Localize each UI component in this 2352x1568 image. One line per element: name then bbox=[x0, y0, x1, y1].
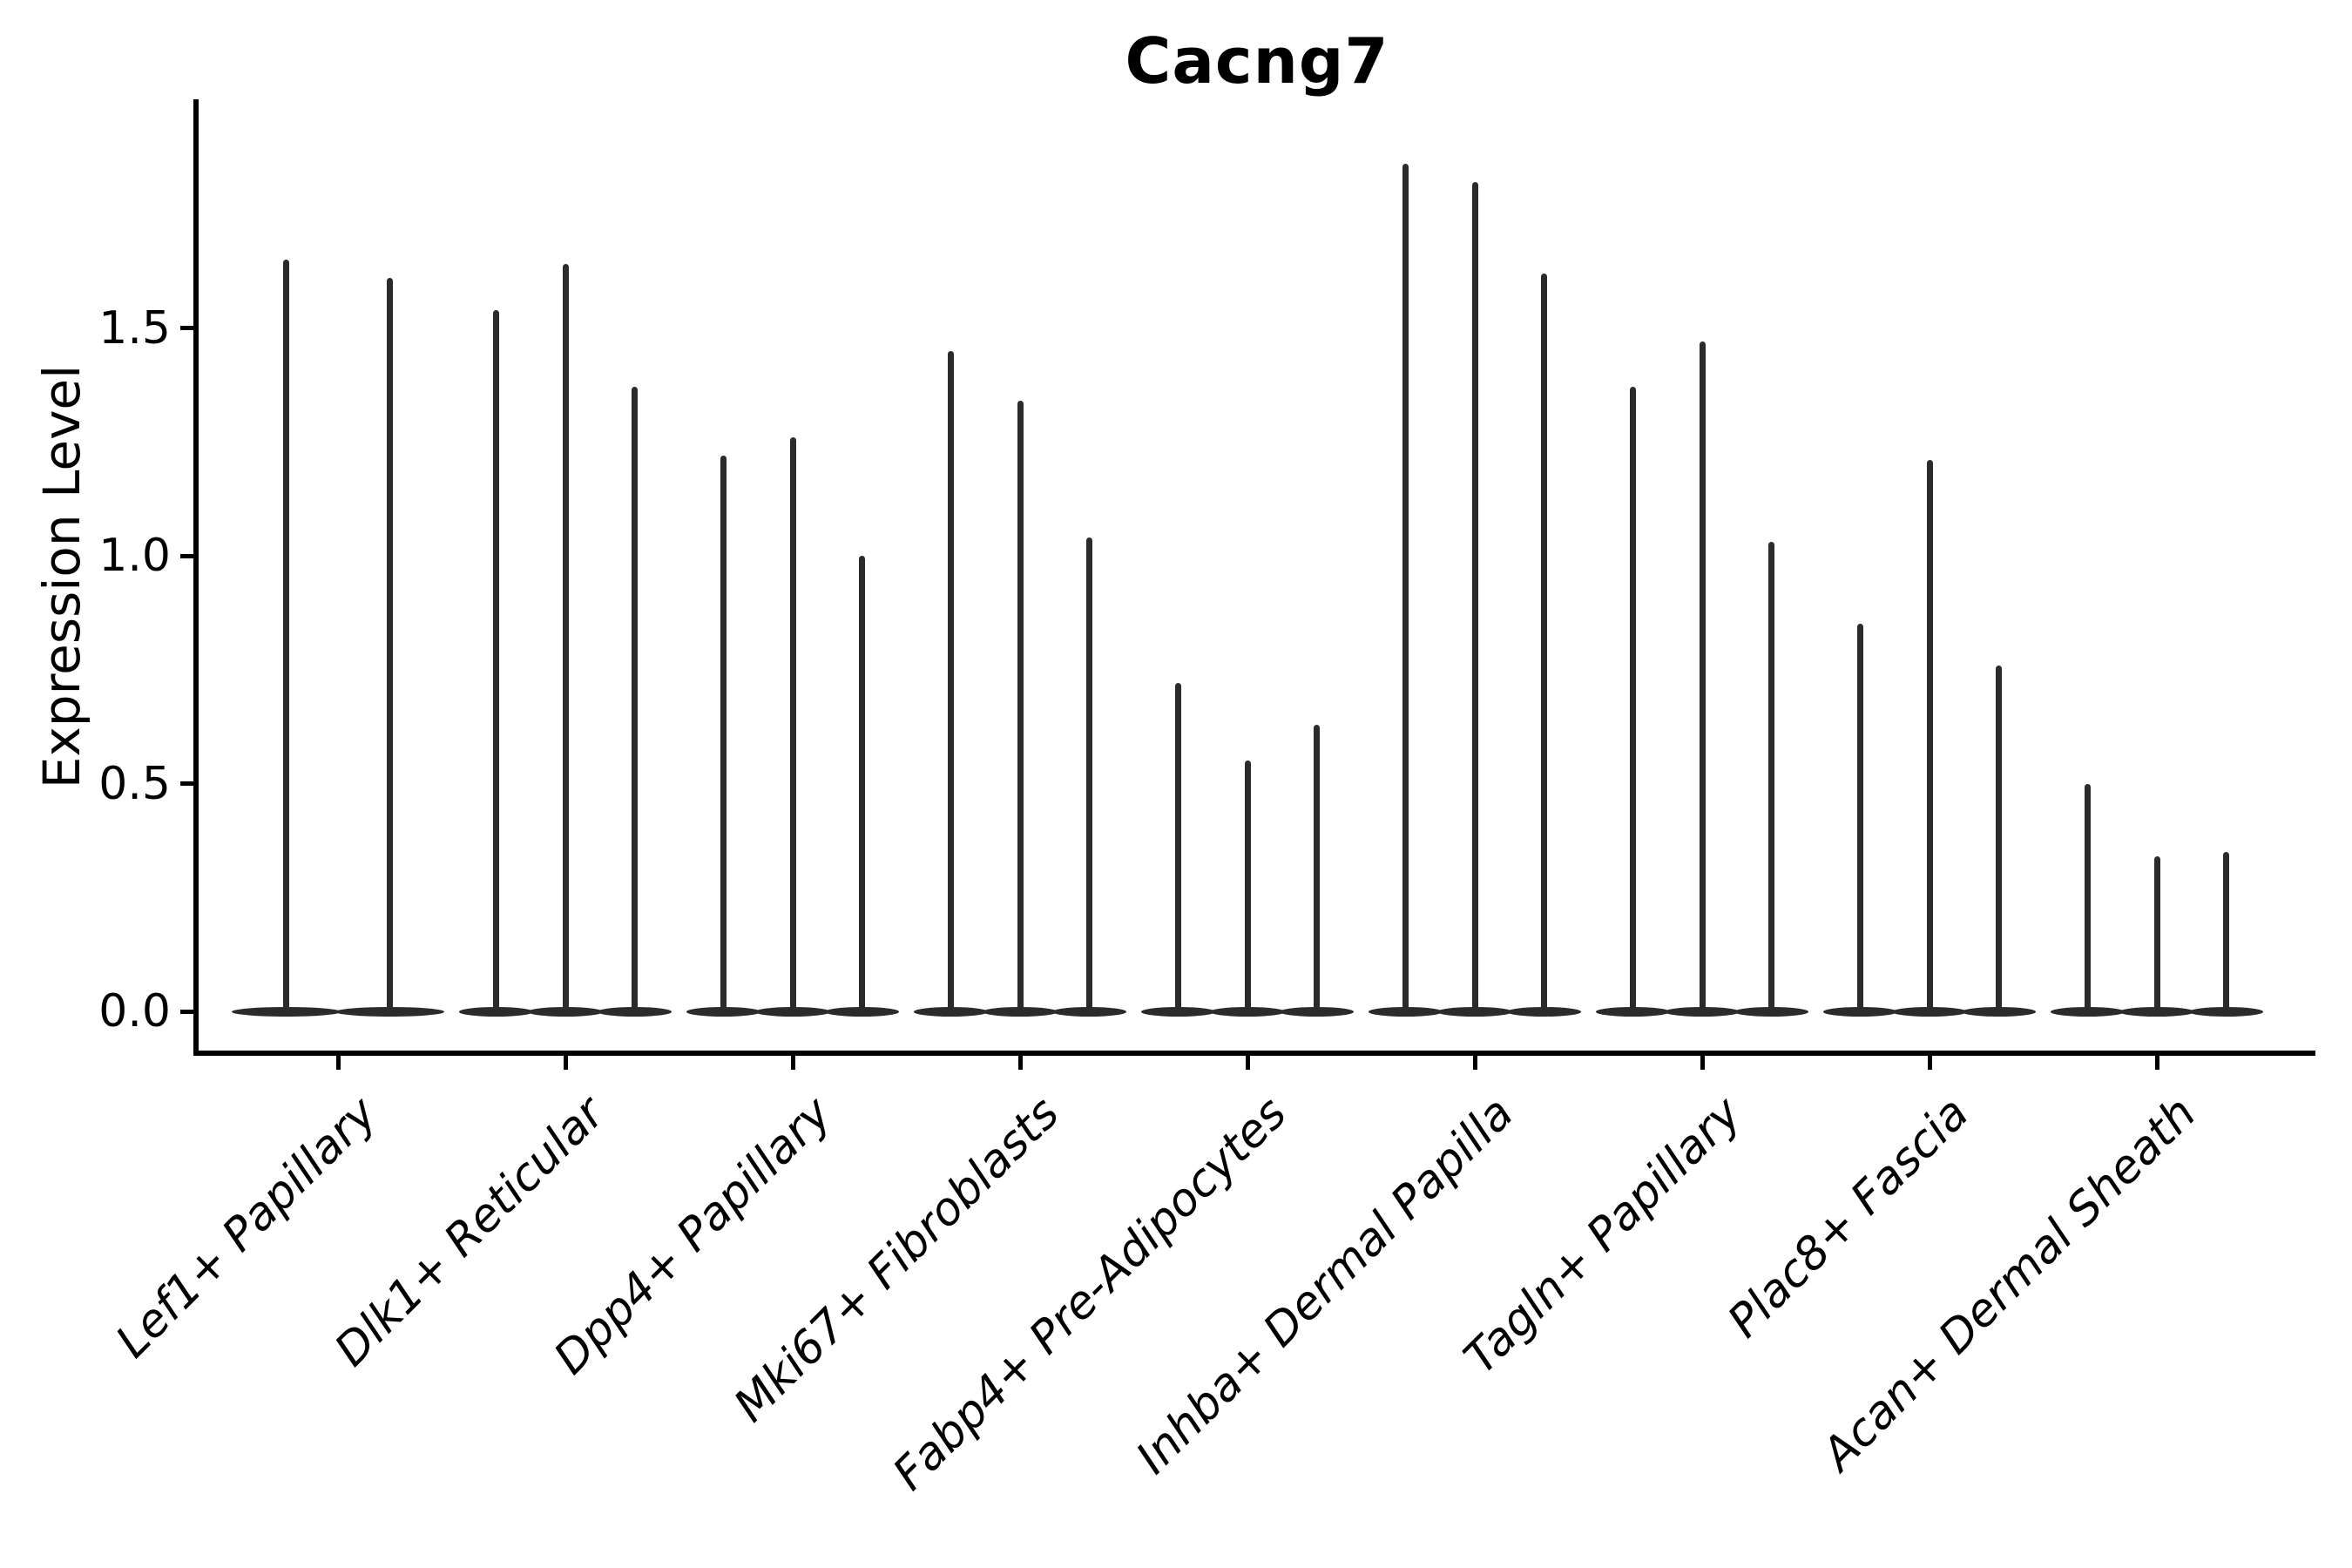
violin-spike bbox=[1767, 542, 1774, 1014]
violin-spike bbox=[789, 437, 796, 1014]
x-tick bbox=[335, 1056, 341, 1070]
violin-spike bbox=[1471, 182, 1478, 1014]
violin-spike bbox=[493, 309, 500, 1014]
chart-title: Cacng7 bbox=[1125, 24, 1389, 98]
x-axis-line bbox=[193, 1051, 2315, 1056]
violin-spike bbox=[1313, 724, 1320, 1014]
y-tick bbox=[180, 781, 197, 786]
x-tick-label: Fabp4+ Pre-Adipocytes bbox=[882, 1087, 1297, 1501]
x-tick-label: Inhba+ Dermal Papilla bbox=[1126, 1087, 1524, 1484]
violin-spike bbox=[1244, 760, 1251, 1014]
y-tick bbox=[180, 326, 197, 330]
violin-spike bbox=[387, 277, 393, 1014]
violin-spike bbox=[1017, 401, 1024, 1014]
violin-spike bbox=[1402, 164, 1409, 1014]
y-tick-label: 0.0 bbox=[98, 985, 171, 1037]
x-tick bbox=[1472, 1056, 1477, 1070]
violin-spike bbox=[1175, 683, 1182, 1014]
violin-spike bbox=[948, 350, 955, 1014]
x-tick bbox=[563, 1056, 568, 1070]
x-tick-label: Acan+ Dermal Sheath bbox=[1812, 1087, 2207, 1481]
violin-spike bbox=[858, 556, 865, 1014]
y-tick-label: 1.0 bbox=[98, 530, 171, 582]
violin-spike bbox=[562, 264, 569, 1014]
violin-spike bbox=[1926, 460, 1933, 1014]
x-tick-label: Plac8+ Fascia bbox=[1718, 1087, 1979, 1348]
x-tick bbox=[1245, 1056, 1250, 1070]
y-tick-label: 0.5 bbox=[98, 757, 171, 810]
x-tick bbox=[1017, 1056, 1023, 1070]
violin-spike bbox=[283, 260, 289, 1014]
y-axis-line bbox=[193, 99, 199, 1056]
violin-spike bbox=[1540, 273, 1547, 1014]
violin-spike bbox=[1857, 624, 1864, 1014]
violin-spike bbox=[1995, 665, 2002, 1014]
y-tick bbox=[180, 1009, 197, 1014]
x-tick bbox=[1700, 1056, 1705, 1070]
x-tick bbox=[2154, 1056, 2159, 1070]
x-tick bbox=[1927, 1056, 1932, 1070]
violin-spike bbox=[720, 455, 727, 1014]
violin-spike bbox=[1085, 537, 1092, 1014]
y-tick bbox=[180, 553, 197, 558]
x-tick bbox=[790, 1056, 795, 1070]
violin-spike bbox=[2153, 856, 2160, 1014]
violin-spike bbox=[631, 387, 638, 1014]
violin-spike bbox=[1699, 341, 1706, 1014]
violin-spike bbox=[2222, 851, 2229, 1014]
y-tick-label: 1.5 bbox=[98, 301, 171, 355]
violin-spike bbox=[2085, 783, 2092, 1014]
violin-spike bbox=[1630, 387, 1637, 1014]
